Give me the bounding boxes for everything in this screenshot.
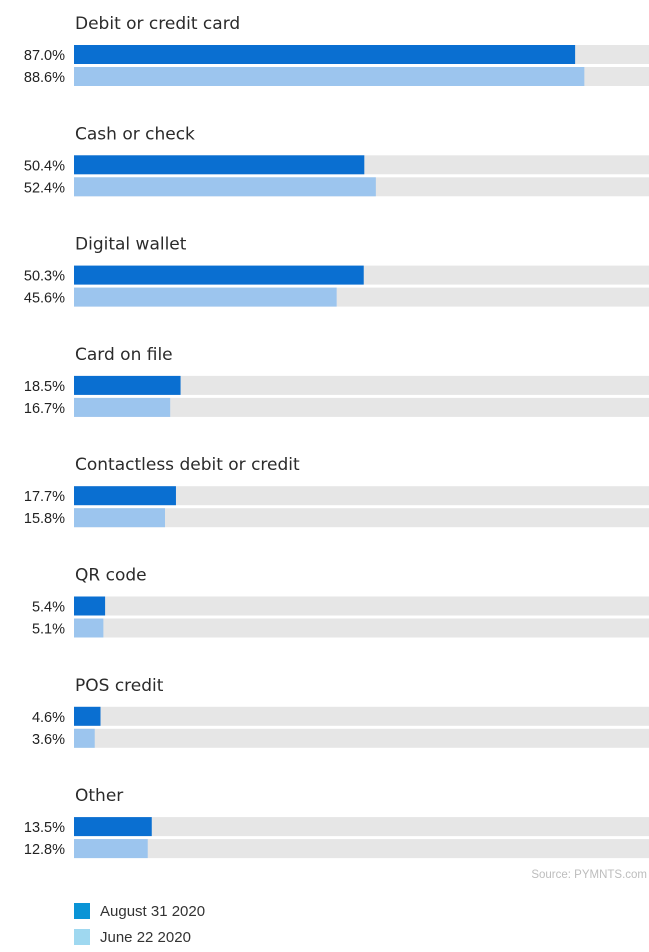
bar-digital-wallet-august (74, 265, 364, 285)
bar-track-qr-code-august (74, 596, 649, 616)
value-label-pos-credit-june: 3.6% (32, 732, 65, 748)
category-label-cash-or-check: Cash or check (75, 124, 195, 144)
bar-cash-or-check-august (74, 155, 365, 175)
legend-swatch-june (74, 929, 90, 945)
bar-track-other-august (74, 817, 649, 837)
bar-track-pos-credit-august (74, 706, 649, 726)
bar-qr-code-june (74, 618, 104, 638)
category-label-qr-code: QR code (75, 566, 147, 586)
bar-track-card-on-file-august (74, 375, 649, 395)
bar-digital-wallet-june (74, 287, 337, 307)
category-label-other: Other (75, 786, 123, 806)
legend-item-august: August 31 2020 (74, 900, 205, 922)
category-label-debit-or-credit-card: Debit or credit card (75, 14, 240, 34)
bar-track-qr-code-june (74, 618, 649, 638)
category-label-digital-wallet: Digital wallet (75, 235, 187, 255)
source-note: Source: PYMNTS.com (531, 869, 647, 881)
legend-item-june: June 22 2020 (74, 926, 205, 948)
value-label-qr-code-august: 5.4% (32, 600, 65, 616)
bar-track-contactless-debit-or-credit-august (74, 486, 649, 506)
value-label-digital-wallet-august: 50.3% (24, 269, 65, 285)
bar-contactless-debit-or-credit-june (74, 508, 166, 528)
bar-pos-credit-august (74, 706, 101, 726)
value-label-other-june: 12.8% (24, 842, 65, 858)
bar-cash-or-check-june (74, 177, 376, 197)
legend-swatch-august (74, 903, 90, 919)
category-label-pos-credit: POS credit (75, 676, 164, 696)
value-label-cash-or-check-august: 50.4% (24, 158, 65, 174)
value-label-card-on-file-june: 16.7% (24, 401, 65, 417)
value-label-contactless-debit-or-credit-june: 15.8% (24, 511, 65, 527)
bar-track-contactless-debit-or-credit-june (74, 508, 649, 528)
value-label-digital-wallet-june: 45.6% (24, 291, 65, 307)
bar-debit-or-credit-card-june (74, 67, 585, 86)
legend: August 31 2020 June 22 2020 (74, 900, 205, 952)
bar-contactless-debit-or-credit-august (74, 486, 176, 506)
bar-other-june (74, 839, 148, 859)
bar-track-card-on-file-june (74, 397, 649, 417)
bar-pos-credit-june (74, 728, 95, 748)
bar-track-pos-credit-june (74, 728, 649, 748)
bar-card-on-file-june (74, 397, 171, 417)
category-label-contactless-debit-or-credit: Contactless debit or credit (75, 455, 300, 475)
bar-chart: Debit or credit card 87.0% 88.6% Cash or ch… (24, 14, 649, 859)
value-label-pos-credit-august: 4.6% (32, 710, 65, 726)
value-label-debit-or-credit-card-august: 87.0% (24, 48, 65, 64)
bar-debit-or-credit-card-august (74, 45, 576, 64)
value-label-card-on-file-august: 18.5% (24, 379, 65, 395)
bar-other-august (74, 817, 152, 837)
value-label-cash-or-check-june: 52.4% (24, 180, 65, 196)
category-label-card-on-file: Card on file (75, 345, 173, 365)
value-label-qr-code-june: 5.1% (32, 622, 65, 638)
bar-card-on-file-august (74, 375, 181, 395)
legend-label-june: June 22 2020 (100, 928, 191, 946)
bar-qr-code-august (74, 596, 106, 616)
bar-track-other-june (74, 839, 649, 859)
value-label-contactless-debit-or-credit-august: 17.7% (24, 489, 65, 505)
value-label-debit-or-credit-card-june: 88.6% (24, 70, 65, 86)
value-label-other-august: 13.5% (24, 820, 65, 836)
legend-label-august: August 31 2020 (100, 902, 206, 920)
